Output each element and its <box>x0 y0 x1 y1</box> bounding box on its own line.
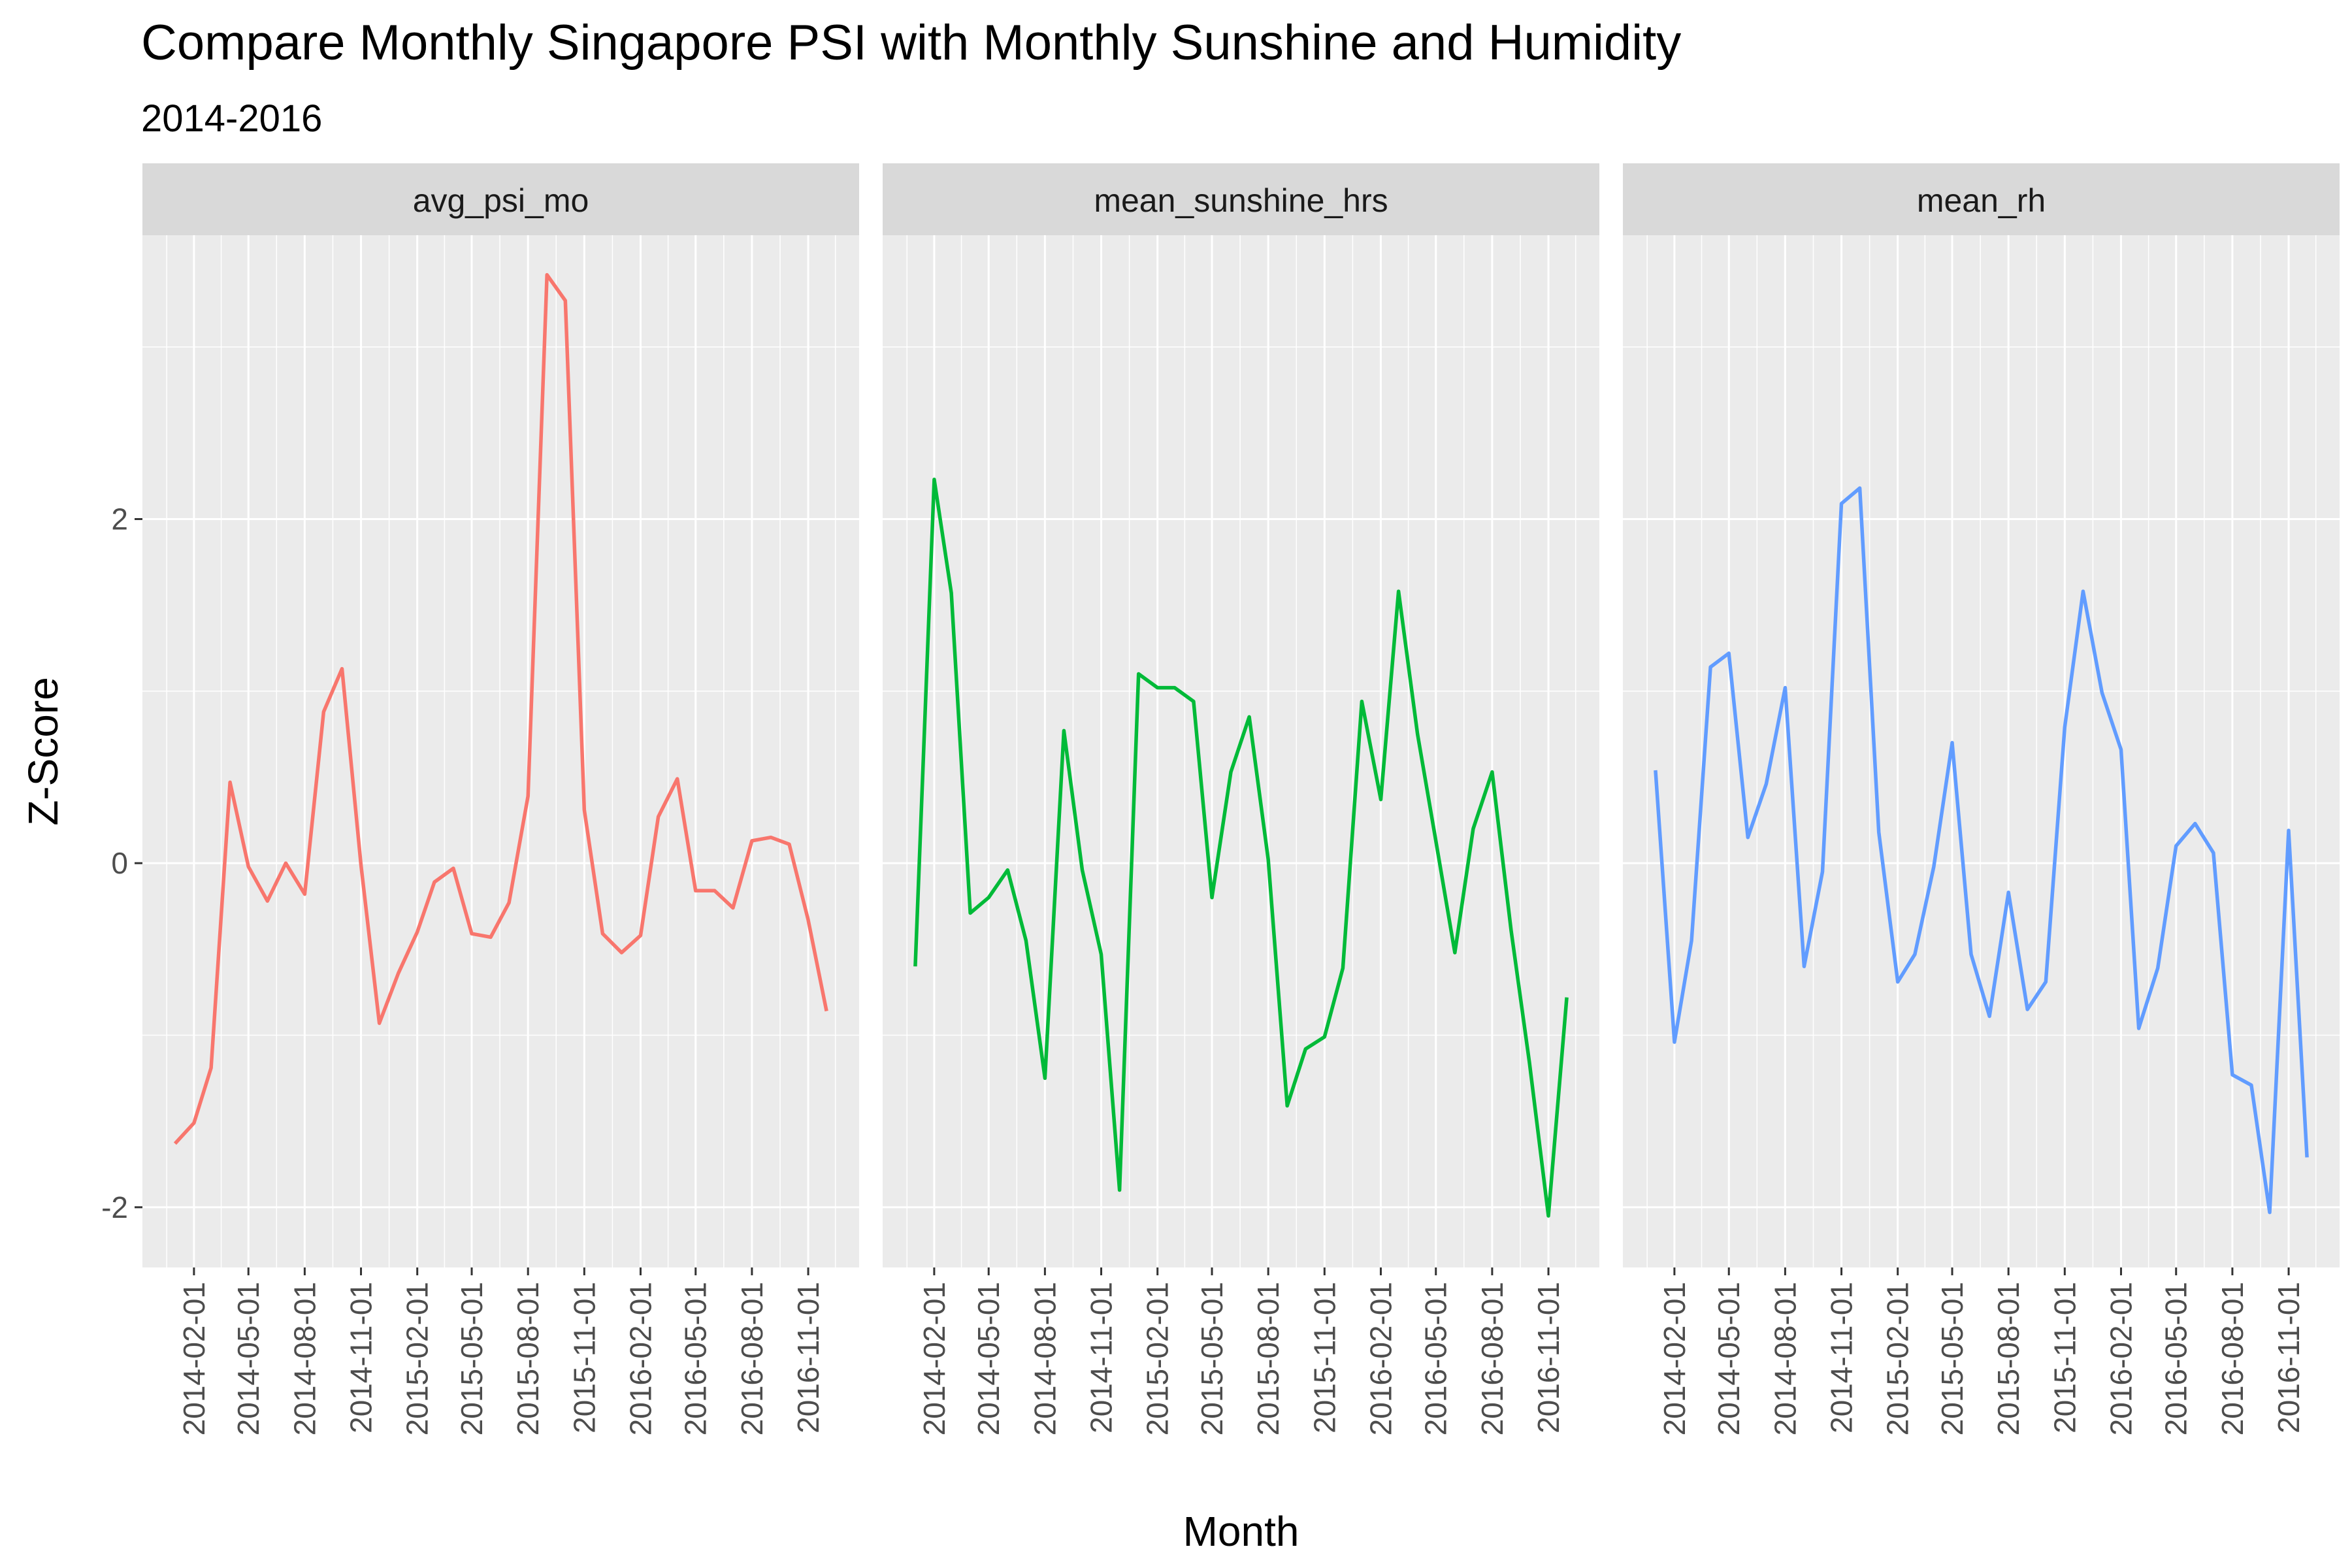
facet-strip-label: mean_rh <box>1917 182 2046 219</box>
x-tick-label: 2016-02-01 <box>2104 1282 2138 1435</box>
x-tick-label: 2014-05-01 <box>1712 1282 1746 1435</box>
x-tick-label: 2014-11-01 <box>1085 1282 1119 1433</box>
x-tick-label: 2016-08-01 <box>1475 1282 1509 1435</box>
x-tick-label: 2014-02-01 <box>917 1282 951 1435</box>
x-tick-label: 2014-11-01 <box>344 1282 378 1433</box>
x-tick-label: 2014-08-01 <box>287 1282 321 1435</box>
x-tick-label: 2016-11-01 <box>791 1282 825 1433</box>
x-tick-label: 2015-11-01 <box>1307 1282 1341 1433</box>
x-tick-label: 2015-02-01 <box>1141 1282 1175 1435</box>
x-tick-label: 2015-05-01 <box>455 1282 489 1435</box>
x-tick-label: 2014-05-01 <box>231 1282 265 1435</box>
chart-subtitle: 2014-2016 <box>141 97 323 140</box>
series-line-mean_rh <box>1654 486 2309 1215</box>
x-tick-label: 2016-08-01 <box>2215 1282 2249 1435</box>
facet-strip-label: mean_sunshine_hrs <box>1094 182 1388 219</box>
series-line-mean_sunshine_hrs <box>913 478 1569 1218</box>
y-tick-label: 2 <box>111 502 128 536</box>
panel-background <box>142 235 859 1267</box>
x-tick-label: 2015-05-01 <box>1935 1282 1969 1435</box>
facet-strip <box>883 163 1599 235</box>
x-tick-label: 2016-05-01 <box>1419 1282 1453 1435</box>
x-tick-label: 2014-05-01 <box>972 1282 1005 1435</box>
x-tick-label: 2014-08-01 <box>1028 1282 1062 1435</box>
x-tick-label: 2016-11-01 <box>2272 1282 2306 1433</box>
x-tick-label: 2016-08-01 <box>735 1282 769 1435</box>
x-tick-label: 2015-11-01 <box>2048 1282 2082 1433</box>
panel-background <box>883 235 1599 1267</box>
x-tick-label: 2016-11-01 <box>1531 1282 1565 1433</box>
x-tick-label: 2014-02-01 <box>177 1282 211 1435</box>
x-tick-label: 2016-02-01 <box>623 1282 657 1435</box>
series-line-avg_psi_mo <box>173 272 828 1145</box>
chart-title: Compare Monthly Singapore PSI with Month… <box>141 15 1682 71</box>
x-tick-label: 2014-02-01 <box>1658 1282 1691 1435</box>
x-tick-label: 2015-05-01 <box>1195 1282 1229 1435</box>
x-tick-label: 2015-08-01 <box>1991 1282 2025 1435</box>
x-tick-label: 2015-02-01 <box>400 1282 434 1435</box>
x-tick-label: 2014-11-01 <box>1825 1282 1859 1433</box>
x-tick-label: 2015-08-01 <box>511 1282 545 1435</box>
x-tick-label: 2015-02-01 <box>1881 1282 1915 1435</box>
x-tick-label: 2015-11-01 <box>567 1282 601 1433</box>
facet-strip <box>1623 163 2340 235</box>
x-axis-title: Month <box>1183 1508 1299 1555</box>
panel-background <box>1623 235 2340 1267</box>
y-axis-title: Z-Score <box>20 677 67 826</box>
facet-strip <box>142 163 859 235</box>
x-tick-label: 2016-05-01 <box>2159 1282 2193 1435</box>
x-tick-label: 2014-08-01 <box>1768 1282 1802 1435</box>
y-tick-label: -2 <box>101 1190 128 1224</box>
x-tick-label: 2016-05-01 <box>679 1282 713 1435</box>
x-tick-label: 2016-02-01 <box>1364 1282 1397 1435</box>
x-tick-label: 2015-08-01 <box>1251 1282 1285 1435</box>
y-tick-label: 0 <box>111 846 128 880</box>
facet-strip-label: avg_psi_mo <box>413 182 589 219</box>
